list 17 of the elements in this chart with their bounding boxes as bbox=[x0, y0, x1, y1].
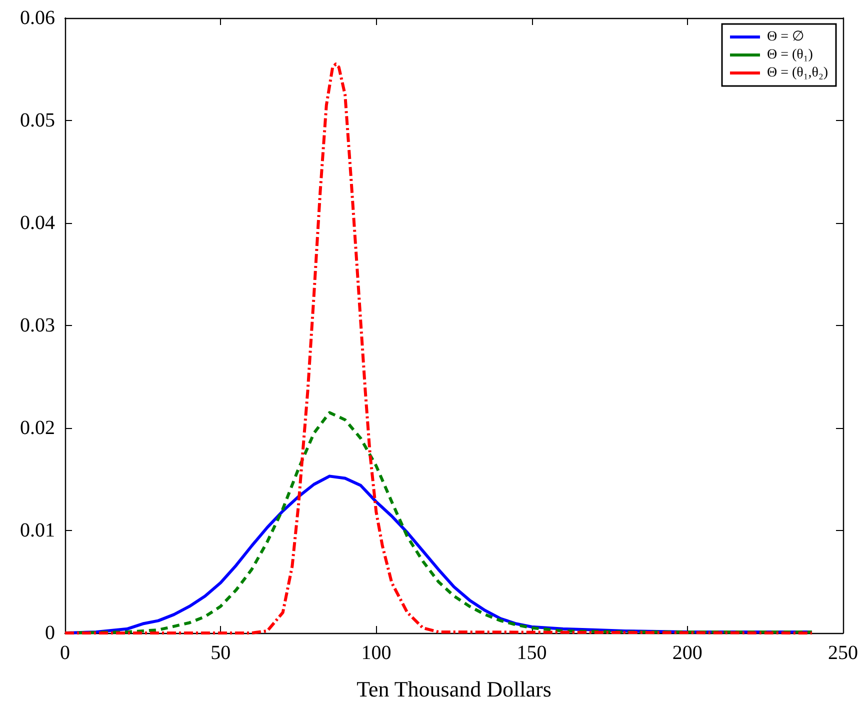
x-tick-label: 200 bbox=[672, 642, 702, 664]
legend-label: Θ = (θ₁,θ₂) bbox=[766, 66, 828, 80]
x-tick-label: 0 bbox=[60, 642, 70, 664]
y-tick-label: 0 bbox=[45, 622, 55, 644]
y-tick-label: 0.06 bbox=[20, 7, 55, 29]
x-tick-label: 250 bbox=[828, 642, 858, 664]
x-tick-label: 150 bbox=[516, 642, 547, 664]
y-tick-label: 0.04 bbox=[20, 212, 55, 234]
y-tick-label: 0.03 bbox=[20, 314, 55, 336]
x-tick-label: 50 bbox=[210, 642, 231, 664]
legend-label: Θ = ∅ bbox=[766, 30, 804, 44]
y-tick-label: 0.05 bbox=[20, 110, 55, 132]
x-tick-label: 100 bbox=[361, 642, 392, 664]
legend-label: Θ = (θ₁) bbox=[766, 48, 814, 62]
y-tick-label: 0.02 bbox=[20, 417, 55, 439]
y-tick-label: 0.01 bbox=[20, 520, 55, 542]
x-axis-title: Ten Thousand Dollars bbox=[356, 676, 552, 702]
